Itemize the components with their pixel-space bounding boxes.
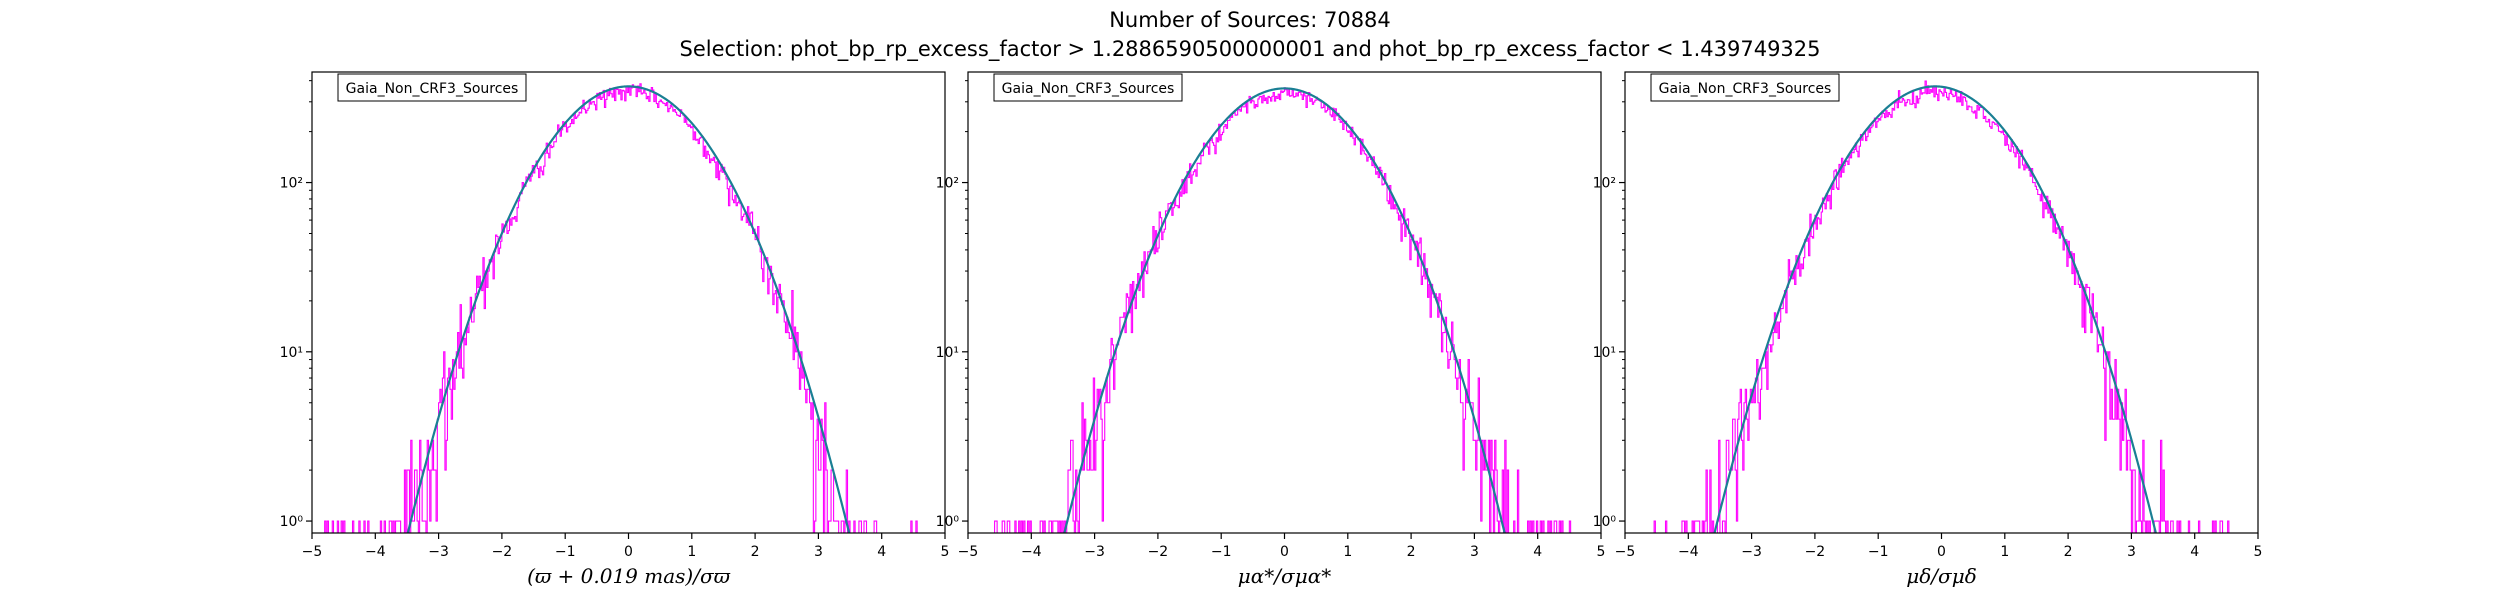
legend-box (993, 73, 1183, 102)
y-tick-label: 10² (280, 176, 303, 192)
x-tick-label: 5 (941, 544, 950, 560)
x-axis-label: μα*/σμα* (1238, 564, 1331, 588)
x-tick-label: 1 (687, 544, 696, 560)
x-tick-label: −3 (428, 544, 449, 560)
x-axis-label: μδ/σμδ (1906, 564, 1976, 588)
x-tick-label: 5 (1597, 544, 1606, 560)
x-tick-label: −1 (1868, 544, 1889, 560)
y-tick-label: 10¹ (280, 345, 303, 361)
legend-label: Gaia_Non_CRF3_Sources (1659, 81, 1832, 97)
x-tick-label: −3 (1084, 544, 1105, 560)
x-tick-label: −4 (365, 544, 386, 560)
gaussian-fit-line (1713, 85, 2157, 533)
x-axis-label: (ϖ + 0.019 mas)/σϖ (527, 564, 731, 588)
x-tick-label: −2 (1148, 544, 1169, 560)
figure-subtitle: Selection: phot_bp_rp_excess_factor > 1.… (679, 37, 1820, 62)
x-tick-label: −4 (1021, 544, 1042, 560)
x-tick-label: −2 (492, 544, 513, 560)
panels: −5 −4 −3 −2 −1 0 1 2 3 4 5 10⁰ 10¹ 10² Gaia_Non_CRF3_S… (280, 71, 2263, 588)
x-tick-label: 4 (1533, 544, 1542, 560)
legend-label: Gaia_Non_CRF3_Sources (1002, 81, 1175, 97)
y-tick-label: 10¹ (1593, 345, 1616, 361)
legend-label: Gaia_Non_CRF3_Sources (346, 81, 519, 97)
x-tick-label: −1 (555, 544, 576, 560)
panel-1: −5 −4 −3 −2 −1 0 1 2 3 4 5 10⁰ 10¹ 10² Gaia_Non_CRF3_S… (280, 71, 950, 588)
x-tick-label: 2 (751, 544, 760, 560)
legend-box (337, 73, 527, 102)
y-tick-label: 10⁰ (1593, 514, 1617, 530)
x-tick-label: 0 (624, 544, 633, 560)
panel-2: −5 −4 −3 −2 −1 0 1 2 3 4 5 10⁰ 10¹ 10² Gaia_Non_CRF3_S… (936, 71, 1606, 588)
x-tick-label: −4 (1678, 544, 1699, 560)
panel-3: −5 −4 −3 −2 −1 0 1 2 3 4 5 10⁰ 10¹ 10² Gaia_Non_CRF3_S… (1593, 71, 2263, 588)
gaussian-fit-line (1063, 87, 1506, 533)
x-tick-label: 4 (2190, 544, 2199, 560)
x-tick-label: 3 (1470, 544, 1479, 560)
y-tick-label: 10¹ (936, 345, 959, 361)
x-tick-label: 0 (1280, 544, 1289, 560)
x-tick-label: 0 (1937, 544, 1946, 560)
x-tick-label: −5 (1615, 544, 1636, 560)
x-tick-label: 3 (2127, 544, 2136, 560)
x-tick-label: −2 (1805, 544, 1826, 560)
x-tick-label: 5 (2254, 544, 2263, 560)
legend-box (1650, 73, 1840, 102)
x-tick-label: −1 (1211, 544, 1232, 560)
x-tick-label: −5 (302, 544, 323, 560)
x-tick-label: −3 (1741, 544, 1762, 560)
figure-title: Number of Sources: 70884 (1109, 8, 1391, 32)
gaussian-fit-line (406, 85, 851, 533)
x-tick-label: −5 (958, 544, 979, 560)
y-tick-label: 10² (1593, 176, 1616, 192)
y-tick-label: 10² (936, 176, 959, 192)
x-tick-label: 3 (814, 544, 823, 560)
y-tick-label: 10⁰ (280, 514, 304, 530)
x-tick-label: 4 (877, 544, 886, 560)
x-tick-label: 1 (1343, 544, 1352, 560)
y-tick-label: 10⁰ (936, 514, 960, 530)
x-tick-label: 1 (2000, 544, 2009, 560)
x-tick-label: 2 (2064, 544, 2073, 560)
x-tick-label: 2 (1407, 544, 1416, 560)
